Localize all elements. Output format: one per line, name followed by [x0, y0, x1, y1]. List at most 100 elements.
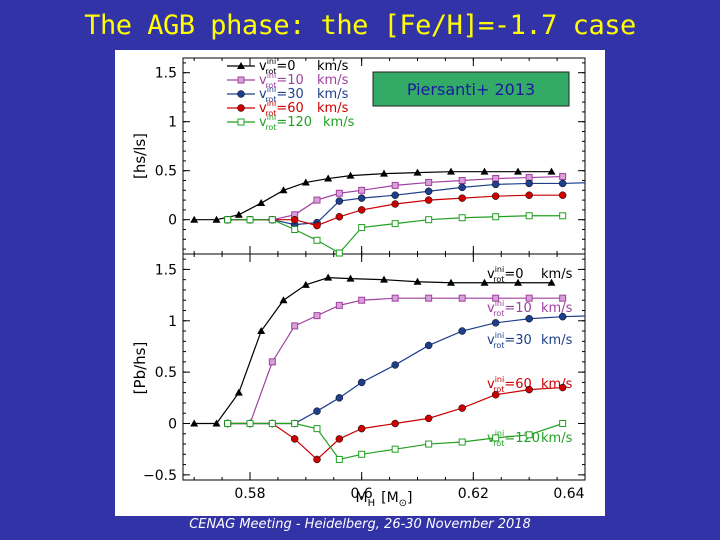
data-point: [424, 187, 433, 196]
data-point: [212, 215, 221, 223]
data-point: [313, 196, 321, 204]
data-point: [424, 341, 433, 350]
data-point: [313, 425, 321, 433]
data-point: [335, 197, 344, 205]
data-point: [525, 431, 533, 439]
data-point: [492, 434, 500, 442]
figure-panel: [hs/ls] [Pb/hs] MH [M⊙] Piersanti+ 2013 v…: [115, 50, 605, 516]
x-axis-label: MH [M⊙]: [355, 490, 412, 509]
data-point: [391, 220, 399, 228]
y-tick-label: −0.5: [143, 468, 177, 484]
data-point: [458, 214, 466, 222]
data-point: [547, 167, 556, 175]
data-point: [558, 179, 567, 188]
data-point: [525, 179, 533, 188]
data-point: [525, 385, 533, 394]
data-point: [246, 216, 254, 224]
data-point: [257, 327, 266, 335]
legend-marker: [237, 118, 245, 126]
data-point: [257, 199, 266, 207]
data-point: [279, 296, 288, 304]
data-point: [525, 314, 533, 323]
data-point: [224, 420, 232, 427]
vrot-unit: km/s: [323, 115, 355, 130]
vrot-label: vini rot=30: [487, 331, 532, 350]
legend-marker: [237, 62, 245, 69]
vrot-unit: km/s: [541, 431, 573, 446]
data-point: [234, 210, 243, 218]
vrot-label: vini rot=10: [487, 299, 532, 318]
data-point: [391, 191, 399, 199]
data-point: [335, 189, 343, 197]
legend-entry-vrot-10: vini rot=10 km/s: [227, 71, 349, 90]
data-point: [525, 294, 533, 302]
data-point: [514, 278, 522, 286]
legend-marker: [237, 104, 245, 112]
x-tick-label: 0.58: [234, 486, 265, 502]
data-point: [268, 358, 276, 366]
bottom-ylabel: [Pb/hs]: [131, 342, 149, 395]
data-point: [525, 174, 533, 182]
data-point: [279, 186, 288, 194]
y-tick-label: 1.5: [155, 66, 177, 82]
data-point: [559, 212, 567, 220]
vrot-label: vini rot=60: [487, 375, 532, 394]
vrot-unit: km/s: [317, 73, 349, 88]
data-point: [424, 414, 433, 423]
y-tick-label: 1: [168, 115, 177, 131]
data-point: [547, 278, 556, 286]
data-point: [492, 175, 500, 183]
y-tick-label: 1: [168, 314, 177, 330]
data-point: [291, 226, 299, 233]
data-point: [491, 319, 500, 327]
series-line: [194, 171, 552, 221]
data-point: [424, 196, 433, 204]
data-point: [458, 327, 466, 335]
data-point: [224, 216, 232, 224]
data-point: [358, 224, 366, 232]
data-point: [268, 420, 276, 427]
data-point: [313, 312, 321, 320]
series-line: [194, 277, 552, 425]
y-tick-label: 0: [168, 417, 177, 433]
data-point: [558, 191, 567, 199]
data-point: [447, 278, 455, 286]
reference-box-label: Piersanti+ 2013: [407, 80, 535, 99]
data-point: [425, 178, 433, 186]
data-point: [301, 280, 310, 288]
data-point: [391, 294, 399, 302]
data-point: [313, 221, 321, 230]
series-line: [227, 297, 563, 425]
x-tick-label: 0.6: [351, 486, 373, 502]
vrot-label: vini rot=10: [259, 71, 304, 90]
data-point: [313, 407, 321, 415]
x-tick-label: 0.64: [553, 486, 584, 502]
data-point: [290, 215, 299, 224]
chart-svg: [hs/ls] [Pb/hs] MH [M⊙] Piersanti+ 2013 v…: [131, 57, 586, 509]
top-ylabel: [hs/ls]: [131, 133, 149, 179]
data-point: [335, 435, 344, 443]
data-point: [458, 183, 466, 192]
data-point: [190, 215, 199, 223]
legend-marker: [237, 90, 245, 98]
data-point: [391, 181, 399, 189]
data-point: [357, 206, 366, 214]
data-point: [234, 388, 243, 396]
vrot-label: vini rot=120: [259, 113, 312, 132]
y-tick-label: 1.5: [155, 262, 177, 278]
data-point: [290, 435, 299, 443]
vrot-label: vini rot=60: [259, 99, 304, 118]
data-point: [358, 186, 366, 194]
data-point: [324, 273, 333, 281]
data-point: [391, 200, 399, 208]
data-point: [346, 274, 355, 282]
data-point: [559, 173, 567, 181]
data-point: [413, 277, 422, 285]
data-point: [413, 168, 422, 176]
reference-box: [372, 71, 570, 107]
legend-entry-vrot-60: vini rot=60 km/s: [227, 99, 349, 118]
data-point: [425, 216, 433, 224]
data-point: [335, 249, 343, 257]
vrot-unit: km/s: [317, 101, 349, 116]
vrot-label: vini rot=0: [487, 265, 524, 284]
